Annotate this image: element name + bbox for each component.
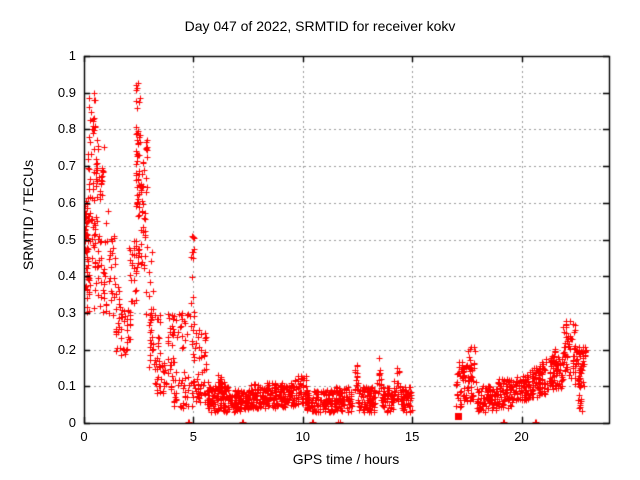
y-tick-label: 0.8 [57,121,76,137]
x-tick-label: 0 [80,429,88,444]
x-tick-label: 5 [189,429,197,444]
y-tick-label: 0.2 [57,341,76,357]
y-tick-label: 0.3 [57,304,76,320]
y-tick-label: 0.5 [57,231,76,247]
y-tick-label: 0.4 [57,268,76,284]
x-tick-label: 20 [514,429,529,444]
y-tick-label: 0.7 [57,158,76,174]
y-tick-label: 0 [68,415,76,430]
y-tick-label: 0.1 [57,378,76,394]
y-tick-label: 0.9 [57,84,76,100]
y-tick-label: 0.6 [57,194,76,210]
x-tick-label: 10 [295,429,310,444]
x-tick-label: 15 [404,429,420,444]
y-tick-label: 1 [68,48,76,63]
